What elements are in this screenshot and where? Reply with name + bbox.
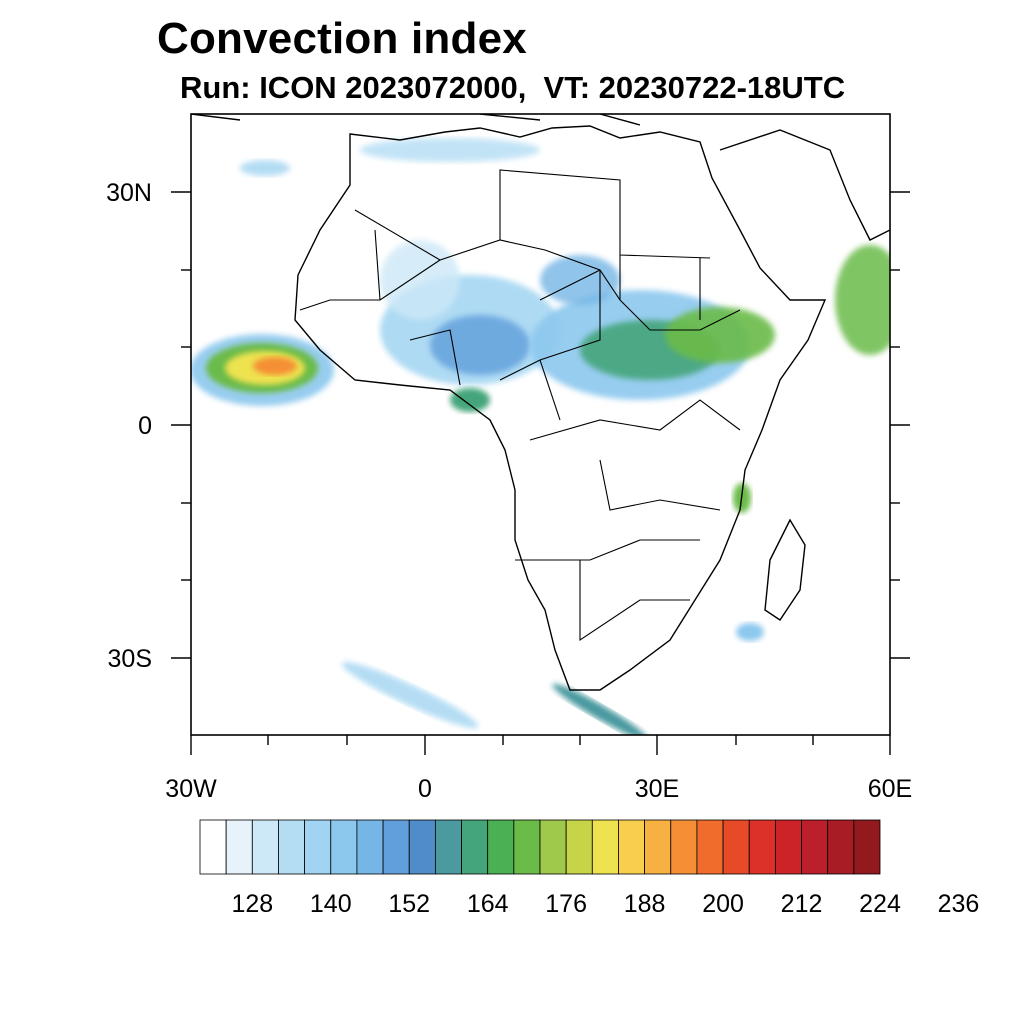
colorbar-swatch [278, 819, 306, 875]
colorbar-swatch [330, 819, 358, 875]
lat-label-30s: 30S [108, 645, 152, 673]
colorbar-swatch [539, 819, 567, 875]
colorbar-swatch [565, 819, 593, 875]
colorbar-swatch [591, 819, 619, 875]
colorbar-label: 152 [388, 890, 430, 918]
colorbar-swatch [618, 819, 646, 875]
plot-frame [190, 113, 891, 736]
country-borders [299, 169, 741, 642]
europe-coastline [191, 114, 641, 126]
colorbar-swatch [801, 819, 829, 875]
south-streak [552, 683, 648, 735]
africa-coastline [294, 125, 827, 691]
lat-label-30n: 30N [106, 179, 152, 207]
lon-label-30w: 30W [165, 775, 217, 803]
colorbar-swatch [434, 819, 462, 875]
plot-title: Convection index [157, 14, 527, 63]
colorbar-label: 164 [467, 890, 509, 918]
colorbar-labels: 128 140 152 164 176 188 200 212 224 236 [231, 890, 979, 918]
colorbar-swatch [382, 819, 410, 875]
atlantic-cell [253, 357, 297, 375]
coastlines [191, 114, 890, 691]
colorbar-swatch [487, 819, 515, 875]
arabian-cell [835, 245, 890, 355]
lat-label-0: 0 [138, 412, 152, 440]
colorbar-label: 176 [545, 890, 587, 918]
sahel-band [380, 240, 460, 320]
colorbar-swatch [748, 819, 776, 875]
colorbar-label: 224 [859, 890, 901, 918]
north-streak [360, 138, 540, 162]
colorbar-label: 212 [781, 890, 823, 918]
arabia-coastline [719, 129, 890, 241]
colorbar [199, 819, 881, 875]
colorbar-swatch [408, 819, 436, 875]
colorbar-swatch [853, 819, 881, 875]
colorbar-swatch [225, 819, 253, 875]
central-band [665, 307, 775, 363]
colorbar-swatch [827, 819, 855, 875]
colorbar-label: 236 [938, 890, 980, 918]
colorbar-label: 140 [310, 890, 352, 918]
madagascar-cell [736, 623, 764, 641]
colorbar-swatch [356, 819, 384, 875]
north-streak [240, 160, 290, 176]
colorbar-swatch [304, 819, 332, 875]
lon-label-60e: 60E [868, 775, 912, 803]
colorbar-swatch [670, 819, 698, 875]
colorbar-label: 200 [702, 890, 744, 918]
colorbar-swatch [461, 819, 489, 875]
colorbar-swatch [696, 819, 724, 875]
lon-label-0: 0 [418, 775, 432, 803]
lon-label-30e: 30E [635, 775, 679, 803]
convection-field [191, 138, 890, 735]
colorbar-swatch [199, 819, 227, 875]
colorbar-swatch [644, 819, 672, 875]
colorbar-label: 128 [231, 890, 273, 918]
colorbar-swatch [251, 819, 279, 875]
sahel-band [430, 315, 530, 375]
colorbar-swatch [722, 819, 750, 875]
axis-ticks [171, 191, 910, 755]
sahel-band [450, 388, 490, 412]
south-streak [341, 662, 479, 728]
colorbar-swatch [774, 819, 802, 875]
plot-subtitle: Run: ICON 2023072000, VT: 20230722-18UTC [180, 70, 846, 105]
colorbar-swatch [513, 819, 541, 875]
colorbar-label: 188 [624, 890, 666, 918]
madagascar-coastline [764, 518, 806, 621]
